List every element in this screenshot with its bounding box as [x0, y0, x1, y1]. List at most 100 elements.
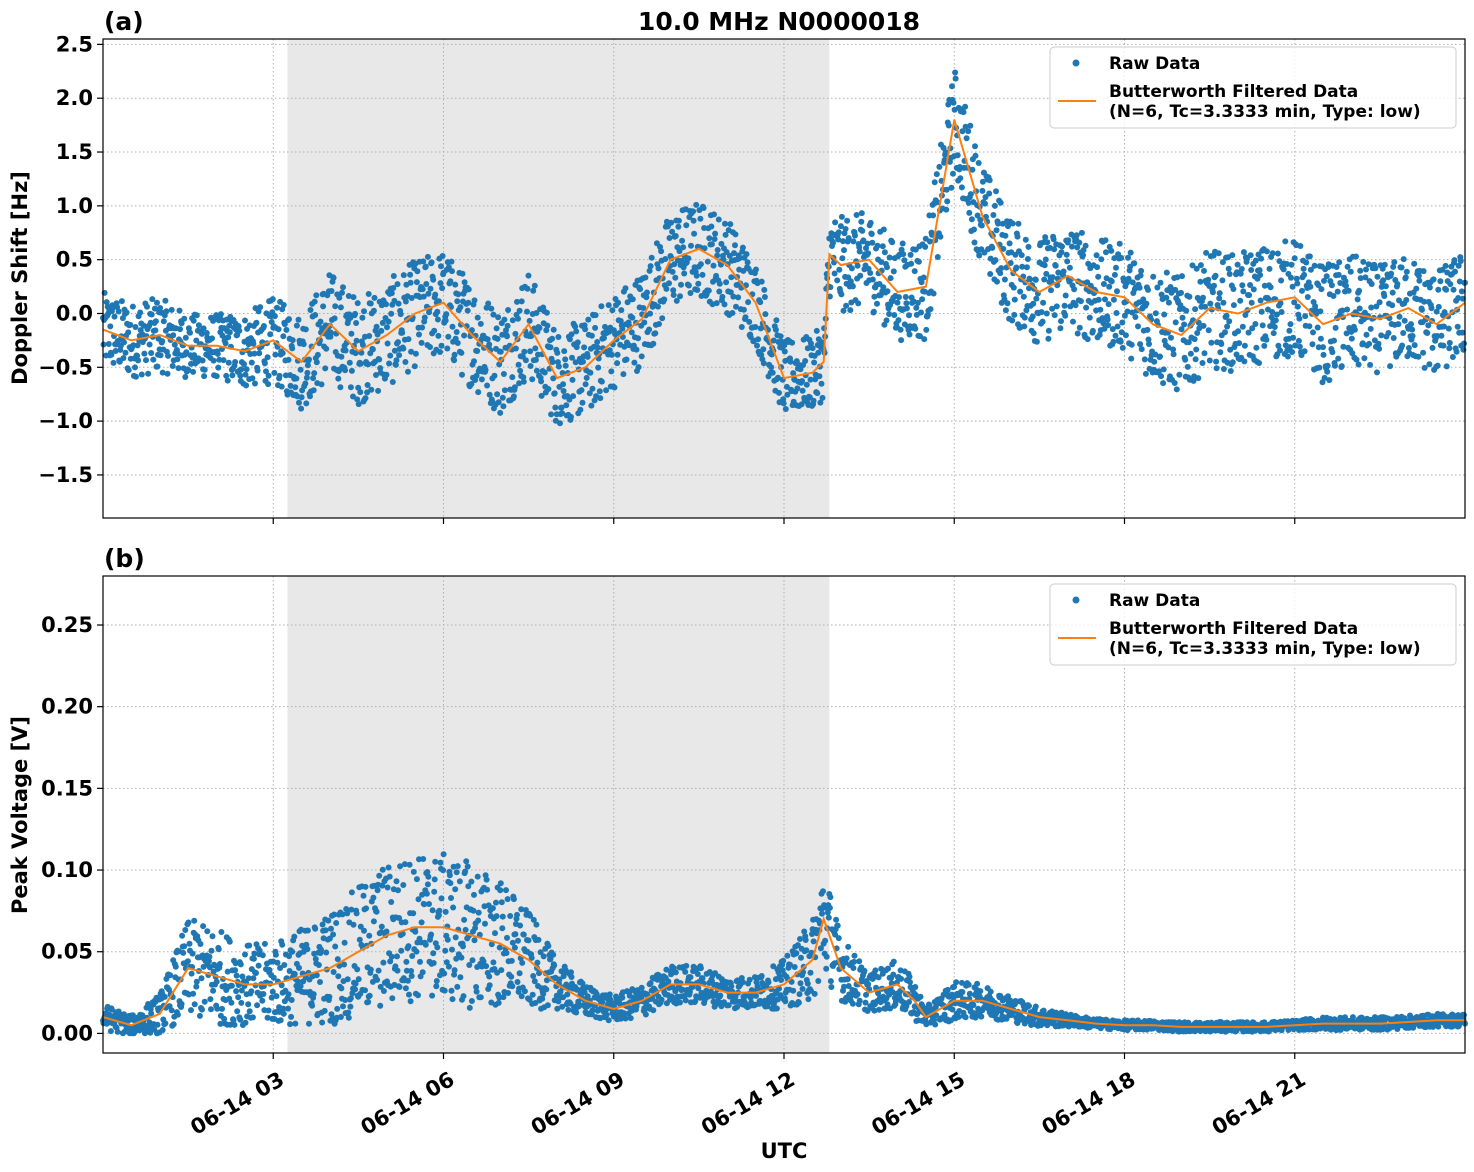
raw-point — [775, 374, 781, 381]
raw-point — [226, 329, 233, 336]
raw-point — [1242, 312, 1249, 318]
raw-point — [384, 340, 391, 347]
raw-point — [705, 287, 712, 294]
raw-point — [198, 975, 205, 982]
raw-point — [402, 985, 409, 992]
raw-point — [412, 350, 419, 357]
raw-point — [347, 384, 354, 391]
raw-point — [1338, 363, 1345, 370]
raw-point — [350, 294, 357, 301]
raw-point — [708, 241, 715, 248]
raw-point — [319, 921, 326, 928]
raw-point — [1084, 336, 1091, 343]
raw-point — [949, 1006, 956, 1013]
raw-point — [374, 976, 381, 983]
raw-point — [875, 974, 882, 981]
raw-point — [746, 318, 753, 325]
raw-point — [168, 306, 175, 313]
raw-point — [582, 381, 589, 388]
raw-point — [322, 927, 329, 934]
raw-point — [606, 991, 613, 998]
raw-point — [181, 315, 188, 322]
raw-point — [588, 332, 595, 339]
raw-point — [396, 352, 403, 359]
raw-point — [978, 222, 985, 229]
raw-point — [1250, 286, 1257, 293]
raw-point — [1340, 343, 1347, 350]
raw-point — [359, 314, 366, 321]
raw-point — [471, 297, 478, 304]
raw-point — [384, 324, 390, 331]
raw-point — [484, 886, 491, 893]
raw-point — [1128, 341, 1135, 348]
raw-point — [125, 367, 132, 374]
raw-point — [903, 305, 910, 312]
raw-point — [1129, 309, 1136, 316]
raw-point — [1011, 311, 1018, 318]
raw-point — [122, 349, 129, 356]
raw-point — [413, 279, 420, 286]
raw-point — [442, 317, 449, 324]
raw-point — [293, 375, 300, 382]
raw-point — [967, 191, 974, 198]
raw-point — [993, 227, 1000, 234]
raw-point — [1163, 294, 1170, 301]
raw-point — [1145, 336, 1152, 343]
raw-point — [347, 995, 354, 1002]
raw-point — [1042, 256, 1049, 263]
raw-point — [832, 219, 839, 226]
raw-point — [1271, 324, 1278, 330]
raw-point — [765, 979, 772, 986]
raw-point — [1106, 283, 1113, 290]
raw-point — [352, 350, 359, 357]
raw-point — [793, 950, 800, 957]
raw-point — [1274, 250, 1281, 257]
raw-point — [447, 880, 454, 887]
raw-point — [448, 895, 454, 901]
raw-point — [497, 409, 504, 416]
raw-point — [561, 348, 568, 355]
raw-point — [286, 316, 292, 323]
raw-point — [899, 240, 906, 247]
raw-point — [683, 962, 690, 969]
raw-point — [233, 972, 240, 979]
raw-point — [762, 311, 769, 318]
raw-point — [1230, 286, 1237, 292]
raw-point — [456, 878, 463, 885]
raw-point — [599, 999, 606, 1005]
raw-point — [285, 1005, 291, 1012]
raw-point — [441, 987, 448, 994]
raw-point — [331, 911, 338, 918]
raw-point — [714, 252, 721, 259]
raw-point — [415, 896, 422, 903]
raw-point — [815, 978, 822, 984]
raw-point — [1086, 314, 1093, 321]
raw-point — [145, 370, 152, 377]
raw-point — [1058, 318, 1064, 325]
raw-point — [1171, 380, 1178, 386]
raw-point — [1205, 276, 1212, 283]
raw-point — [310, 991, 317, 998]
raw-point — [330, 931, 337, 938]
raw-point — [647, 263, 654, 270]
raw-point — [520, 378, 527, 385]
raw-point — [361, 308, 367, 315]
raw-point — [1459, 329, 1466, 336]
raw-point — [1257, 297, 1264, 304]
raw-point — [1355, 361, 1362, 368]
raw-point — [566, 336, 573, 343]
raw-point — [836, 266, 843, 273]
raw-point — [1458, 288, 1465, 295]
panel-b: (b) 0.000.050.100.150.200.25 06-14 03 06-… — [8, 544, 1468, 1140]
raw-point — [279, 350, 286, 357]
raw-point — [825, 914, 832, 921]
raw-point — [253, 319, 260, 326]
raw-point — [245, 1001, 252, 1008]
raw-point — [289, 948, 296, 955]
raw-point — [1265, 296, 1272, 303]
raw-point — [1141, 356, 1148, 363]
raw-point — [115, 308, 122, 315]
raw-point — [968, 216, 975, 223]
raw-point — [286, 953, 292, 960]
